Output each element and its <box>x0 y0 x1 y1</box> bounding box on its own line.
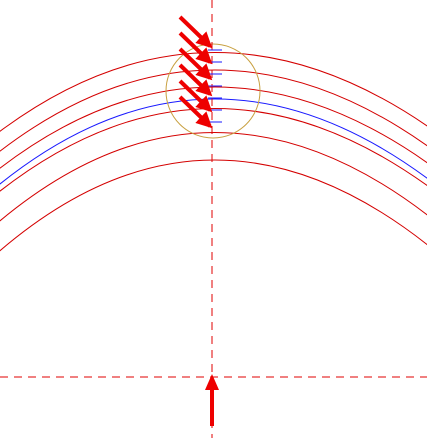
leader-arrow-icon <box>178 79 213 113</box>
arc-outer-2 <box>0 69 427 152</box>
leader-arrow-icon <box>178 63 213 97</box>
leader-arrow-icon <box>178 95 213 129</box>
leader-arrows <box>178 15 213 129</box>
arc-inner-2 <box>0 159 427 252</box>
arc-mid-2 <box>0 108 427 192</box>
concentric-arcs <box>0 52 427 252</box>
arc-blue <box>0 98 427 185</box>
arc-inner-1 <box>0 132 427 222</box>
leader-arrow-icon <box>178 47 213 81</box>
leader-arrow-icon <box>178 31 213 65</box>
leader-arrow-icon <box>178 15 213 49</box>
arc-outer-1 <box>0 52 427 132</box>
arc-mid-1 <box>0 86 427 169</box>
detail-circle <box>165 43 261 139</box>
arrow-up-icon <box>205 374 219 426</box>
